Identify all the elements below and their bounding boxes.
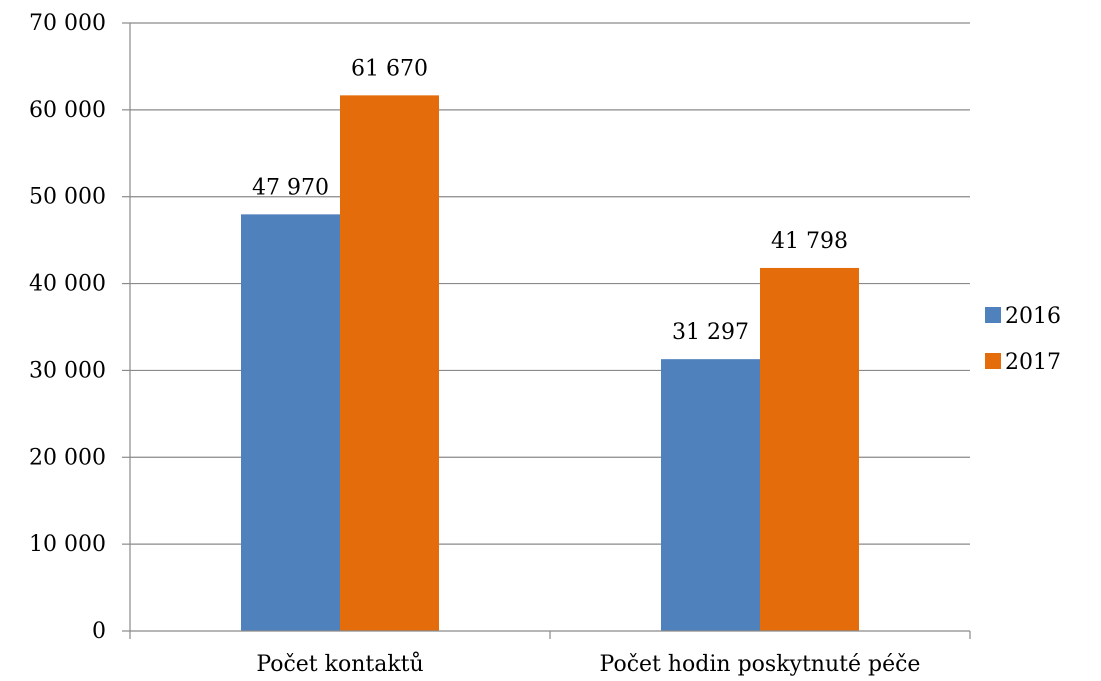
data-label: 31 297 — [672, 320, 749, 345]
data-label: 61 670 — [351, 56, 428, 81]
axes — [122, 22, 971, 639]
y-tick-label: 60 000 — [29, 98, 106, 123]
bar-2017-0 — [340, 95, 439, 632]
bars — [241, 95, 859, 632]
data-label: 47 970 — [252, 175, 329, 200]
y-tick-label: 10 000 — [29, 532, 106, 557]
legend-swatch-2017 — [985, 353, 1001, 369]
y-tick-label: 40 000 — [29, 272, 106, 297]
y-tick-label: 50 000 — [29, 185, 106, 210]
labels: 0 10 000 20 000 30 000 40 000 50 000 60 000 70 … — [29, 11, 920, 677]
legend: 2016 2017 — [985, 304, 1061, 375]
y-tick-label: 30 000 — [29, 358, 106, 383]
legend-label: 2017 — [1005, 350, 1061, 375]
x-tick-label: Počet kontaktů — [256, 650, 423, 677]
y-tick-label: 70 000 — [29, 11, 106, 36]
x-tick-label: Počet hodin poskytnuté péče — [600, 652, 921, 677]
bar-2017-1 — [760, 267, 859, 631]
legend-label: 2016 — [1005, 304, 1061, 329]
bar-2016-0 — [241, 214, 340, 631]
y-tick-label: 20 000 — [29, 445, 106, 470]
y-tick-label: 0 — [92, 619, 106, 644]
legend-swatch-2016 — [985, 307, 1001, 323]
bar-2016-1 — [661, 359, 760, 631]
data-label: 41 798 — [771, 229, 848, 254]
